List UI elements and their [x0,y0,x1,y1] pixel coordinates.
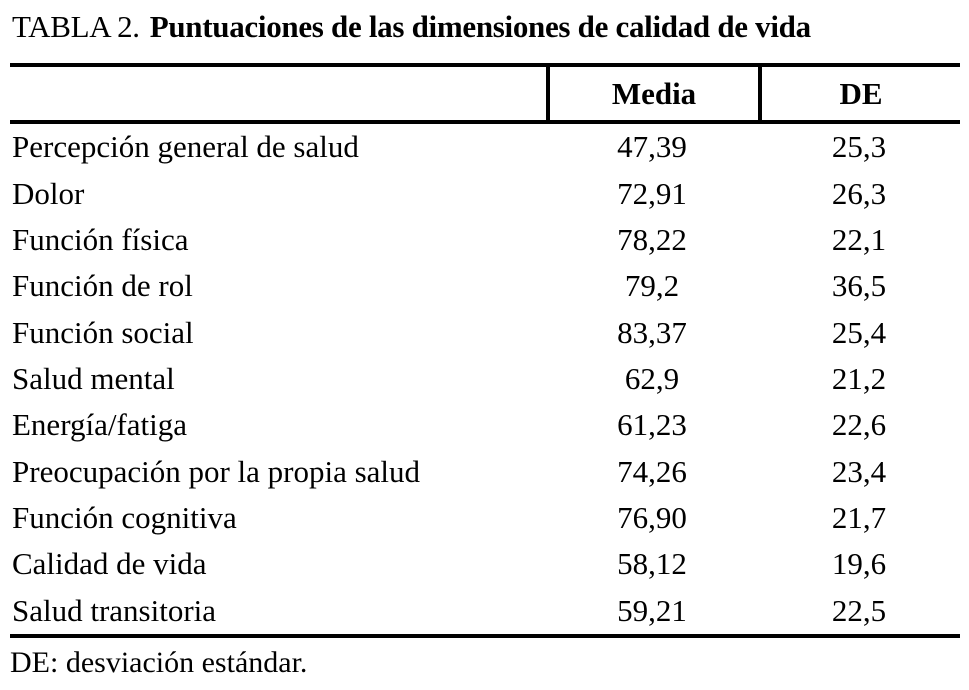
row-media-value: 76,90 [617,500,687,536]
row-label: Función cognitiva [12,500,237,536]
header-cell-empty [10,67,546,120]
row-de-value: 22,5 [831,592,887,628]
row-media-value: 61,23 [617,407,687,443]
row-de-value: 22,1 [831,221,887,257]
row-de-value: 23,4 [831,453,887,489]
row-label: Energía/fatiga [12,407,188,443]
table-body: Percepción general de salud 47,39 25,3 D… [10,124,960,634]
header-cell-de: DE [758,67,960,120]
row-de-value: 36,5 [831,268,887,304]
table-row: Función física 78,22 22,1 [10,217,960,263]
row-label: Salud mental [12,360,175,396]
table-header-row: Media DE [10,67,960,124]
row-label: Calidad de vida [12,546,207,582]
row-media-value: 62,9 [624,360,680,396]
row-label: Función social [12,314,194,350]
row-media-value: 58,12 [617,546,687,582]
row-label: Función física [12,221,189,257]
table-row: Percepción general de salud 47,39 25,3 [10,124,960,170]
table-row: Salud mental 62,9 21,2 [10,356,960,402]
row-de-value: 26,3 [831,175,887,211]
table-row: Preocupación por la propia salud 74,26 2… [10,449,960,495]
table-caption: Puntuaciones de las dimensiones de calid… [149,9,811,44]
row-media-value: 59,21 [617,592,687,628]
table-row: Salud transitoria 59,21 22,5 [10,588,960,634]
row-de-value: 25,3 [831,129,887,165]
table-number: TABLA 2. [12,9,140,44]
row-de-value: 22,6 [831,407,887,443]
row-label: Salud transitoria [12,592,217,628]
row-media-value: 74,26 [617,453,687,489]
data-table: Media DE Percepción general de salud 47,… [10,63,960,638]
table-row: Dolor 72,91 26,3 [10,170,960,216]
row-label: Preocupación por la propia salud [12,453,421,489]
table-row: Función social 83,37 25,4 [10,309,960,355]
row-de-value: 19,6 [831,546,887,582]
table-row: Función de rol 79,2 36,5 [10,263,960,309]
row-de-value: 21,7 [831,500,887,536]
row-media-value: 83,37 [617,314,687,350]
table-row: Energía/fatiga 61,23 22,6 [10,402,960,448]
row-media-value: 78,22 [617,221,687,257]
table-row: Calidad de vida 58,12 19,6 [10,541,960,587]
header-cell-media: Media [546,67,758,120]
row-media-value: 47,39 [617,129,687,165]
row-label: Percepción general de salud [12,129,359,165]
row-media-value: 79,2 [624,268,680,304]
row-media-value: 72,91 [617,175,687,211]
row-label: Función de rol [12,268,193,304]
table-title: TABLA 2. Puntuaciones de las dimensiones … [12,8,962,46]
row-label: Dolor [12,175,85,211]
row-de-value: 25,4 [831,314,887,350]
row-de-value: 21,2 [831,360,887,396]
table-row: Función cognitiva 76,90 21,7 [10,495,960,541]
table-footnote: DE: desviación estándar. [10,646,308,679]
